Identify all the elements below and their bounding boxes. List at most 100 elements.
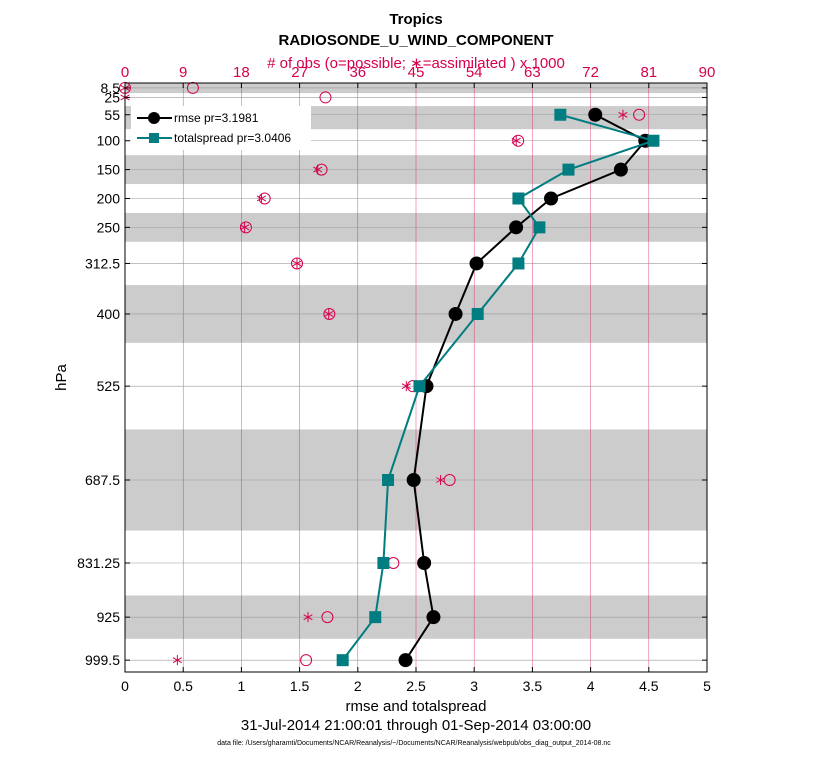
rmse-point (544, 191, 559, 206)
totalspread-point (512, 257, 525, 270)
axis-ticks: 0 0.5 1 1.5 2 2.5 3 3.5 4 4.5 5 0 9 18 27 36 45 54 63 72 81 9… (77, 64, 715, 694)
rmse-point (426, 610, 441, 625)
asterisk-stroke (303, 614, 313, 621)
totalspread-point (369, 611, 382, 624)
asterisk-stroke (324, 311, 334, 317)
y-tick-label: 200 (97, 190, 121, 206)
obs-possible-marker (300, 654, 313, 667)
chart-subtitle: RADIOSONDE_U_WIND_COMPONENT (278, 32, 553, 49)
x-tick-label: 4 (587, 678, 595, 694)
x-tick-label: 0.5 (173, 678, 193, 694)
totalspread-point (336, 654, 349, 667)
obs-assimilated-marker (292, 258, 302, 269)
y-tick-label: 831.25 (77, 555, 120, 571)
obs-assimilated-marker (256, 193, 267, 204)
asterisk-stroke (401, 383, 411, 390)
totalspread-point (413, 380, 426, 393)
legend-box (131, 106, 311, 150)
x-tick-label: 1 (238, 678, 246, 694)
y-tick-label: 100 (97, 133, 121, 149)
obs-possible-marker (319, 91, 332, 104)
totalspread-point (377, 557, 390, 570)
totalspread-point (471, 307, 484, 320)
asterisk-stroke (511, 137, 521, 144)
rmse-point (588, 107, 603, 122)
asterisk-stroke (172, 657, 182, 664)
top-tick-label: 18 (233, 64, 250, 81)
y-tick-label: 925 (97, 609, 121, 625)
legend: rmse pr=3.1981 totalspread pr=3.0406 (131, 106, 311, 150)
totalspread-point (554, 108, 567, 121)
obs-possible-marker (633, 108, 646, 121)
legend-rmse-marker (148, 112, 160, 124)
y-tick-label: 525 (97, 378, 121, 394)
legend-spread-label: totalspread pr=3.0406 (174, 131, 291, 145)
obs-assimilated-marker (303, 612, 313, 623)
y-tick-label: 687.5 (85, 472, 120, 488)
x-tick-label: 3.5 (523, 678, 543, 694)
x-tick-label: 2 (354, 678, 362, 694)
x-tick-label: 2.5 (406, 678, 426, 694)
totalspread-point (647, 134, 660, 147)
top-tick-label: 54 (466, 64, 483, 81)
asterisk-stroke (292, 260, 302, 267)
legend-spread-marker (149, 133, 159, 143)
y-tick-label: 250 (97, 219, 121, 235)
totalspread-line (341, 113, 657, 661)
obs-possible-marker (291, 257, 304, 270)
obs-assimilated-marker (618, 109, 628, 120)
top-tick-label: 45 (408, 64, 425, 81)
obs-assimilated-marker (313, 164, 323, 175)
date-range: 31-Jul-2014 21:00:01 through 01-Sep-2014… (241, 717, 591, 734)
obs-assimilated-marker (240, 222, 250, 233)
rmse-point (398, 653, 413, 668)
totalspread-point (562, 163, 575, 176)
y-tick-label: 999.5 (85, 652, 120, 668)
top-tick-label: 0 (121, 64, 129, 81)
obs-possible-marker (512, 134, 525, 147)
x-axis-label: rmse and totalspread (346, 698, 487, 715)
y-tick-label: 150 (97, 162, 121, 178)
rmse-point (417, 556, 432, 571)
chart-title: Tropics (389, 11, 442, 28)
asterisk-stroke (313, 166, 323, 173)
rmse-point (448, 306, 463, 321)
legend-rmse-label: rmse pr=3.1981 (174, 111, 259, 125)
obs-possible-marker (258, 192, 271, 205)
obs-possible-marker (321, 611, 334, 624)
x-tick-label: 3 (470, 678, 478, 694)
rmse-point (406, 472, 421, 487)
totalspread-point (382, 473, 395, 486)
totalspread-point (533, 221, 546, 234)
y-tick-label: 55 (104, 107, 120, 123)
x-tick-label: 0 (121, 678, 129, 694)
obs-assimilated-marker (401, 381, 411, 392)
obs-possible-marker (315, 163, 328, 176)
asterisk-stroke (618, 111, 628, 118)
top-tick-label: 9 (179, 64, 187, 81)
top-tick-label: 90 (699, 64, 716, 81)
rmse-point (509, 220, 524, 235)
top-tick-label: 72 (582, 64, 599, 81)
rmse-point (613, 162, 628, 177)
obs-assimilated-marker (172, 655, 182, 666)
y-axis-label: hPa (53, 364, 70, 391)
grid-lines (182, 83, 650, 672)
y-tick-label: 8.5 (101, 80, 121, 96)
totalspread-point (512, 192, 525, 205)
top-axis-label: # of obs (o=possible; ∗=assimilated ) x … (267, 55, 565, 72)
y-tick-label: 400 (97, 306, 121, 322)
obs-possible-marker (443, 473, 456, 486)
rmse-point (469, 256, 484, 271)
obs-possible-marker (239, 221, 252, 234)
y-tick-label: 25 (104, 89, 120, 105)
obs-assimilated-marker (435, 474, 446, 485)
obs-assimilated-marker (324, 308, 334, 319)
obs-possible-marker (323, 307, 336, 320)
asterisk-stroke (435, 477, 446, 483)
x-tick-label: 4.5 (639, 678, 659, 694)
top-tick-label: 36 (349, 64, 366, 81)
top-tick-label: 63 (524, 64, 541, 81)
asterisk-stroke (256, 195, 267, 202)
